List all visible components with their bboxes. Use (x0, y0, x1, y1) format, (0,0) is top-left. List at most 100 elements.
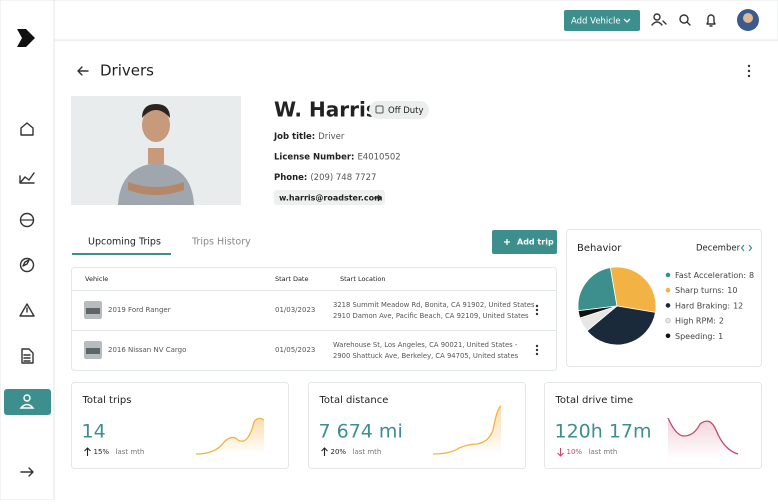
tab-history[interactable]: Trips History (191, 237, 251, 248)
behavior-title: Behavior (577, 243, 622, 254)
driver-name: W. Harris (274, 98, 378, 122)
legend-value: 1 (718, 331, 723, 340)
top-icons (651, 13, 716, 27)
driver-field: Job title: Driver (273, 132, 345, 142)
start-date: 01/03/2023 (275, 306, 315, 314)
back-button[interactable] (77, 66, 89, 76)
add-vehicle-button[interactable] (564, 10, 640, 31)
email-chip[interactable] (274, 190, 385, 205)
pie-slice (577, 305, 618, 319)
start-location: 2900 Shattuck Ave, Berkeley, CA 94705, U… (333, 352, 519, 360)
column-header: Start Location (340, 275, 385, 283)
stat-title: Total distance (319, 395, 389, 406)
stat-period: last mth (353, 448, 382, 456)
collapse-icon[interactable] (20, 467, 34, 477)
row-menu[interactable] (535, 344, 539, 348)
behavior-month: December (696, 244, 741, 254)
month-nav[interactable] (740, 244, 753, 252)
pie-slice (609, 266, 657, 313)
legend-name: Sharp turns: (675, 286, 724, 295)
legend-swatch (665, 317, 671, 324)
stat-change: 20% (331, 448, 347, 456)
logo[interactable] (17, 29, 35, 47)
column-header: Start Date (275, 275, 308, 283)
add-trip-label: Add trip (517, 238, 554, 247)
legend-swatch (665, 303, 671, 308)
search-icon[interactable] (679, 14, 689, 24)
add-trip-button[interactable] (492, 230, 557, 254)
legend-value: 10 (727, 286, 737, 295)
row-menu[interactable] (535, 304, 539, 308)
pie-slice (586, 305, 656, 346)
drivers-nav-active[interactable] (4, 389, 51, 415)
bell-icon[interactable] (706, 14, 716, 27)
stat-title: Total trips (82, 395, 132, 406)
document-icon[interactable] (21, 348, 34, 364)
legend-name: Fast Acceleration: (675, 271, 746, 280)
trend-arrow (557, 448, 564, 457)
stat-period: last mth (116, 448, 145, 456)
legend-entry: Fast Acceleration: 8 (675, 271, 754, 280)
vehicle-thumb-body (86, 348, 100, 354)
email: w.harris@roadster.com (279, 194, 382, 203)
legend-name: High RPM: (675, 316, 716, 325)
add-vehicle-label: Add Vehicle (571, 17, 621, 27)
start-location: 3218 Summit Meadow Rd, Bonita, CA 91902,… (333, 301, 535, 309)
field-label: License Number: (274, 152, 354, 162)
alert-icon[interactable] (19, 303, 35, 317)
legend-entry: High RPM: 2 (675, 316, 724, 325)
start-location: 2910 Damon Ave, Pacific Beach, CA 92109,… (333, 312, 529, 320)
status-label: Off Duty (388, 106, 424, 116)
stat-title: Total drive time (555, 395, 634, 406)
sidebar (0, 0, 55, 501)
tab-upcoming[interactable]: Upcoming Trips (88, 237, 161, 248)
stat-value: 120h 17m (555, 421, 652, 443)
status-badge (369, 101, 429, 119)
row-menu[interactable] (535, 352, 539, 356)
stat-change: 10% (567, 448, 583, 456)
legend-swatch (665, 287, 671, 293)
stat-change: 15% (94, 448, 110, 456)
start-location: Warehouse St, Los Angeles, CA 90021, Uni… (333, 341, 518, 349)
vehicle: 2016 Nissan NV Cargo (108, 346, 186, 354)
vehicle: 2019 Ford Ranger (108, 306, 171, 314)
column-header: Vehicle (85, 275, 108, 283)
field-label: Job title: (273, 132, 315, 142)
legend-swatch (665, 272, 671, 278)
legend-value: 8 (749, 271, 754, 280)
legend-entry: Hard Braking: 12 (675, 301, 743, 310)
legend-name: Hard Braking: (675, 301, 730, 310)
more-menu[interactable] (747, 64, 751, 78)
compass-icon[interactable] (19, 257, 35, 273)
start-date: 01/05/2023 (275, 346, 315, 354)
tab-underline (72, 253, 171, 255)
stat-value: 7 674 mi (319, 421, 403, 443)
legend-entry: Speeding: 1 (675, 331, 723, 340)
row-menu[interactable] (535, 348, 539, 352)
legend-value: 12 (733, 301, 743, 310)
trend-arrow (321, 447, 328, 456)
field-value: Driver (318, 132, 345, 142)
trips-table (71, 267, 557, 371)
pie-slice (577, 267, 618, 312)
legend-swatch (665, 333, 671, 339)
field-label: Phone: (274, 173, 307, 183)
vehicle-thumb-body (86, 308, 100, 314)
legend-value: 2 (719, 316, 724, 325)
account-icon[interactable] (653, 13, 661, 21)
top-bar (53, 0, 778, 41)
stat-period: last mth (589, 448, 618, 456)
driver-field: License Number: E4010502 (274, 152, 401, 162)
legend-name: Speeding: (675, 331, 715, 340)
nav-icons (19, 122, 35, 477)
analytics-icon[interactable] (19, 172, 35, 184)
trend-arrow (84, 447, 91, 456)
field-value: E4010502 (357, 152, 400, 162)
stat-value: 14 (82, 421, 106, 443)
legend-entry: Sharp turns: 10 (675, 286, 737, 295)
page-title: Drivers (100, 62, 154, 80)
home-icon[interactable] (20, 122, 34, 136)
row-menu[interactable] (535, 308, 539, 312)
row-menu[interactable] (535, 312, 539, 316)
